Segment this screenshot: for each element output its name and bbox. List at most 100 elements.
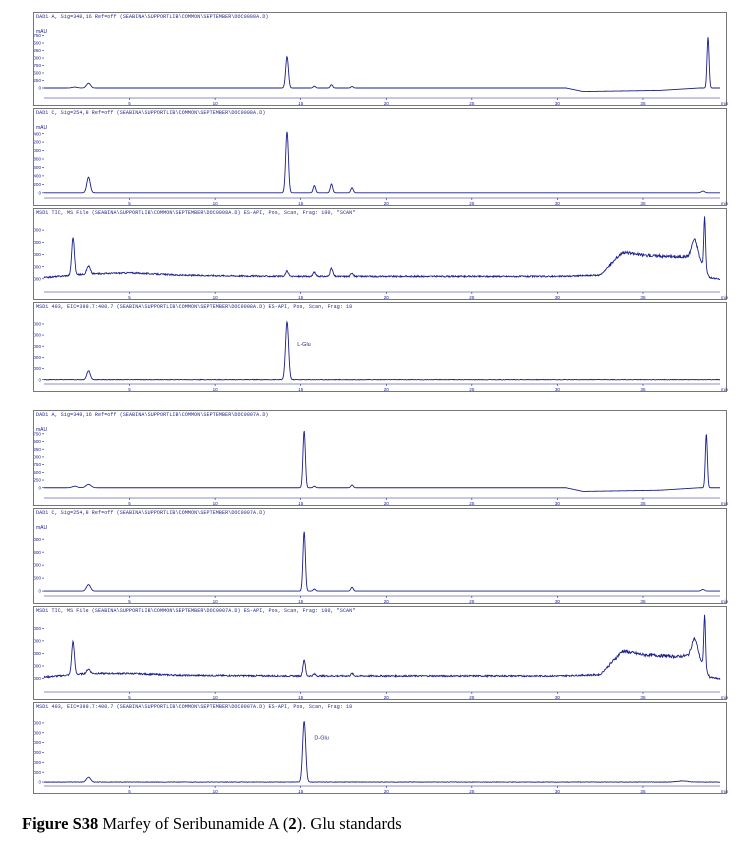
y-tick-label: 10000 <box>34 770 41 775</box>
y-tick-label: 0 <box>38 86 41 91</box>
y-axis-unit: mAU <box>36 29 48 35</box>
caption-text-before: Marfey of Seribunamide A ( <box>98 814 289 833</box>
y-tick-label: 2000 <box>34 537 41 542</box>
x-tick-label: 30 <box>555 599 561 604</box>
x-tick-label: 30 <box>555 695 561 700</box>
x-tick-label: 15 <box>298 695 304 700</box>
chromatogram-plot: 0 500 1000 1500 2000 5 10 15 20 25 30 35 min <box>34 531 728 604</box>
x-axis-label: min <box>721 295 728 300</box>
x-tick-label: 30 <box>555 789 561 794</box>
x-tick-label: 20 <box>384 695 390 700</box>
caption-text-after: ). Glu standards <box>296 814 402 833</box>
x-tick-label: 10 <box>213 695 219 700</box>
y-tick-label: 1500 <box>34 41 41 46</box>
panel-title: DAD1 C, Sig=254,8 Ref=off (SEABINA\SUPPO… <box>36 110 266 116</box>
x-tick-label: 25 <box>469 789 475 794</box>
y-tick-label: 750 <box>34 462 41 467</box>
y-tick-label: 1000 <box>34 148 41 153</box>
chromatogram-trace <box>43 614 721 680</box>
y-tick-label: 40000 <box>34 333 41 338</box>
x-tick-label: 15 <box>298 501 304 506</box>
chromatogram-trace <box>43 216 721 281</box>
panel-title: MSD1 TIC, MS File (SEABINA\SUPPORTLIB\CO… <box>36 210 356 216</box>
y-tick-label: 1400 <box>34 131 41 136</box>
y-tick-label: 500 <box>34 470 41 475</box>
y-tick-label: 1000000 <box>34 228 41 233</box>
y-tick-label: 400 <box>34 173 41 178</box>
chromatogram-panel-1: 0 250 500 750 1000 1250 1500 1750 5 10 15 20 25 30 35 m… <box>33 12 728 106</box>
peak-annotation: D-Glu <box>314 736 328 742</box>
chromatogram-trace <box>44 430 720 492</box>
x-tick-label: 15 <box>298 599 304 604</box>
y-tick-label: 1750 <box>34 33 41 38</box>
x-tick-label: 10 <box>213 295 219 300</box>
y-tick-label: 1250 <box>34 447 41 452</box>
x-tick-label: 5 <box>128 201 131 206</box>
x-tick-label: 15 <box>298 295 304 300</box>
y-tick-label: 750 <box>34 63 41 68</box>
x-tick-label: 20 <box>384 295 390 300</box>
x-tick-label: 20 <box>384 501 390 506</box>
x-tick-label: 5 <box>128 101 131 106</box>
y-tick-label: 0 <box>38 377 41 382</box>
y-tick-label: 800 <box>34 157 41 162</box>
panel-title: MSD1 403, EIC=399.7:400.7 (SEABINA\SUPPO… <box>36 304 353 310</box>
y-tick-label: 1250 <box>34 48 41 53</box>
chromatogram-panel-5: 0 250 500 750 1000 1250 1500 1750 5 10 15 20 25 30 35 m… <box>33 410 728 506</box>
x-tick-label: 25 <box>469 599 475 604</box>
chromatogram-trace <box>44 37 720 93</box>
x-tick-label: 30 <box>555 101 561 106</box>
y-tick-label: 20000 <box>34 355 41 360</box>
y-tick-label: 600000 <box>34 252 41 257</box>
panel-title: MSD1 TIC, MS File (SEABINA\SUPPORTLIB\CO… <box>36 608 356 614</box>
y-tick-label: 0 <box>38 589 41 594</box>
x-tick-label: 30 <box>555 201 561 206</box>
x-axis-label: min <box>721 387 728 392</box>
peak-annotation: L-Glu <box>297 342 310 348</box>
x-tick-label: 35 <box>640 101 646 106</box>
y-tick-label: 500 <box>34 576 41 581</box>
y-tick-label: 30000 <box>34 344 41 349</box>
panel-title: DAD1 A, Sig=340,16 Ref=off (SEABINA\SUPP… <box>36 412 269 418</box>
x-tick-label: 35 <box>640 295 646 300</box>
x-axis-label: min <box>721 201 728 206</box>
chromatogram-plot: 0 200 400 600 800 1000 1200 1400 5 10 15 20 25 30 35 mi… <box>34 131 728 206</box>
x-tick-label: 25 <box>469 201 475 206</box>
chromatogram-plot: 0 250 500 750 1000 1250 1500 1750 5 10 15 20 25 30 35 m… <box>34 430 728 506</box>
x-tick-label: 35 <box>640 789 646 794</box>
x-tick-label: 10 <box>213 387 219 392</box>
x-tick-label: 25 <box>469 295 475 300</box>
x-tick-label: 5 <box>128 387 131 392</box>
x-tick-label: 5 <box>128 695 131 700</box>
x-tick-label: 30 <box>555 387 561 392</box>
y-tick-label: 250 <box>34 478 41 483</box>
x-tick-label: 20 <box>384 201 390 206</box>
chromatogram-panel-6: 0 500 1000 1500 2000 5 10 15 20 25 30 35 min DAD1 C, … <box>33 508 728 604</box>
x-axis-label: min <box>721 599 728 604</box>
x-tick-label: 10 <box>213 599 219 604</box>
x-tick-label: 5 <box>128 599 131 604</box>
x-tick-label: 15 <box>298 387 304 392</box>
x-axis-label: min <box>721 101 728 106</box>
x-axis-label: min <box>721 501 728 506</box>
y-tick-label: 400000 <box>34 264 41 269</box>
chromatogram-trace <box>44 131 720 194</box>
y-tick-label: 1000 <box>34 563 41 568</box>
x-tick-label: 10 <box>213 201 219 206</box>
panel-title: DAD1 C, Sig=254,8 Ref=off (SEABINA\SUPPO… <box>36 510 266 516</box>
y-axis-unit: mAU <box>36 427 48 433</box>
x-tick-label: 25 <box>469 695 475 700</box>
y-tick-label: 400000 <box>34 664 41 669</box>
x-tick-label: 15 <box>298 201 304 206</box>
x-axis-label: min <box>721 789 728 794</box>
y-tick-label: 1750 <box>34 431 41 436</box>
x-tick-label: 10 <box>213 501 219 506</box>
